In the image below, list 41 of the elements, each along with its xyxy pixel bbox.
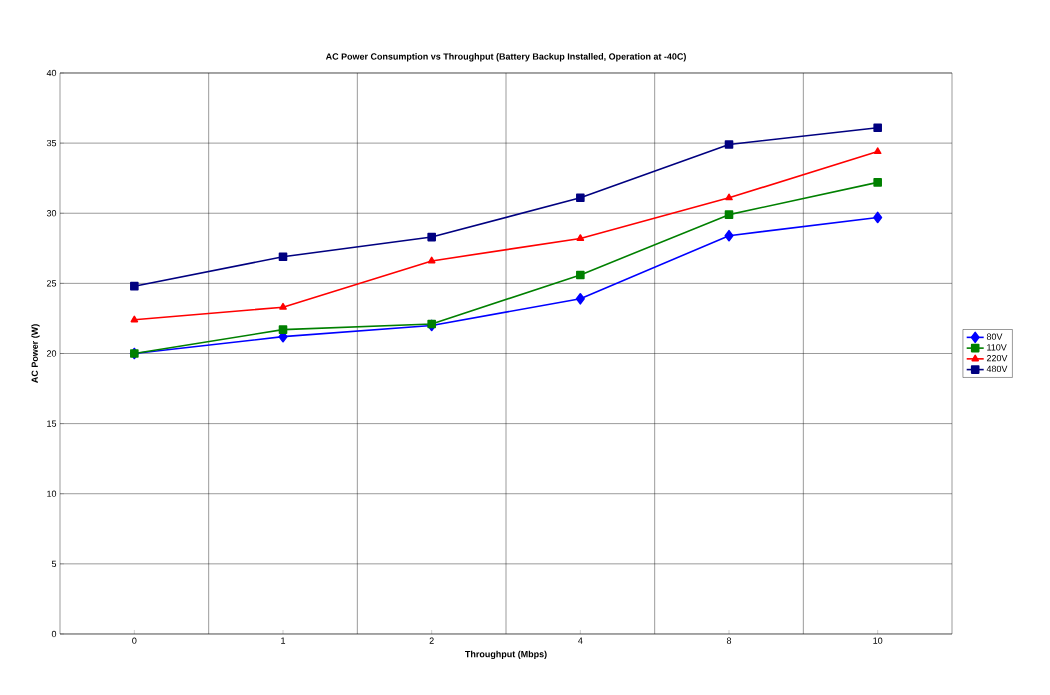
point [427, 232, 436, 242]
y-tick-label: 25 [46, 280, 57, 287]
point [725, 193, 733, 201]
point [576, 234, 585, 242]
point [873, 178, 882, 187]
x-tick-label: 10 [873, 637, 883, 644]
point [576, 270, 585, 280]
y-tick-label: 30 [46, 210, 57, 217]
y-tick-label: 40 [46, 69, 57, 77]
point [427, 256, 436, 264]
point [278, 252, 288, 262]
x-axis-title: Throughput (Mbps) [465, 650, 547, 660]
point [873, 123, 882, 132]
chart-title: AC Power Consumption vs Throughput (Battery Backup Installed, Operation at -40C) [325, 53, 686, 62]
y-tick-label: 10 [47, 490, 57, 497]
x-tick-label: 0 [132, 637, 137, 644]
point [575, 292, 585, 305]
y-axis-title: AC Power (W) [31, 324, 40, 383]
legend-label: 480V [986, 365, 1008, 373]
point [130, 315, 139, 323]
point [130, 281, 139, 291]
point [724, 210, 734, 219]
y-tick-label: 20 [46, 350, 57, 357]
x-tick-label: 8 [726, 637, 732, 644]
x-tick-label: 2 [429, 637, 434, 644]
x-tick-label: 1 [281, 637, 286, 644]
legend-label: 80V [986, 333, 1003, 340]
point [724, 229, 734, 242]
point [279, 302, 287, 310]
point [278, 325, 288, 334]
legend-label: 220V [986, 354, 1008, 362]
x-tick-label: 4 [578, 637, 583, 644]
legend-label: 110V [987, 344, 1007, 351]
point [873, 147, 882, 155]
y-tick-label: 5 [51, 560, 57, 567]
point [724, 140, 734, 149]
y-tick-label: 0 [51, 630, 57, 638]
point [873, 211, 883, 224]
y-tick-label: 15 [47, 420, 57, 427]
y-tick-label: 35 [46, 139, 57, 147]
point [576, 193, 585, 203]
